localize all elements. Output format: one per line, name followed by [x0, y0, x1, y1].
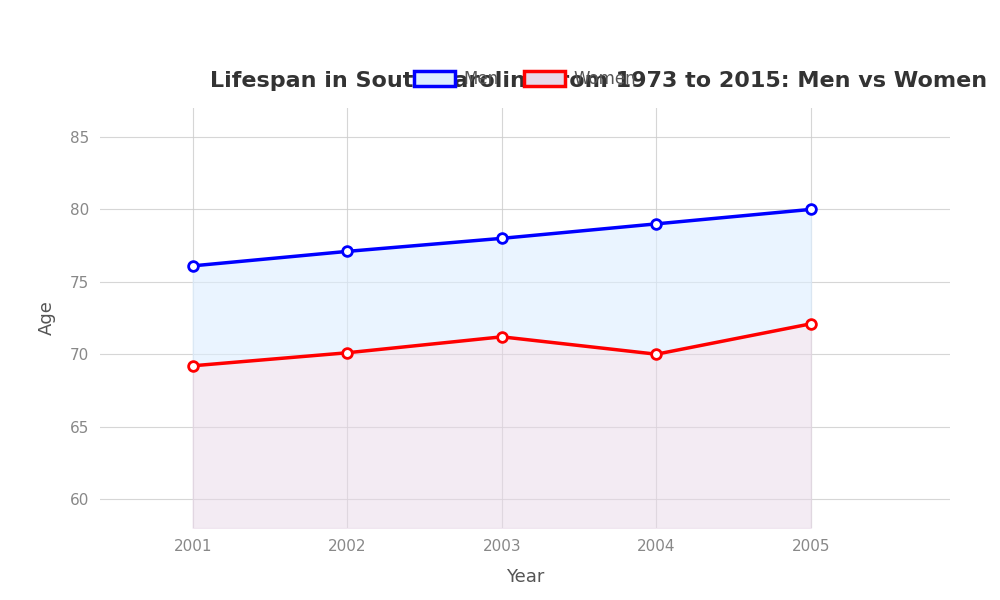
X-axis label: Year: Year	[506, 568, 544, 586]
Text: Lifespan in South Carolina from 1973 to 2015: Men vs Women: Lifespan in South Carolina from 1973 to …	[210, 71, 988, 91]
Legend: Men, Women: Men, Women	[405, 62, 645, 97]
Y-axis label: Age: Age	[38, 301, 56, 335]
